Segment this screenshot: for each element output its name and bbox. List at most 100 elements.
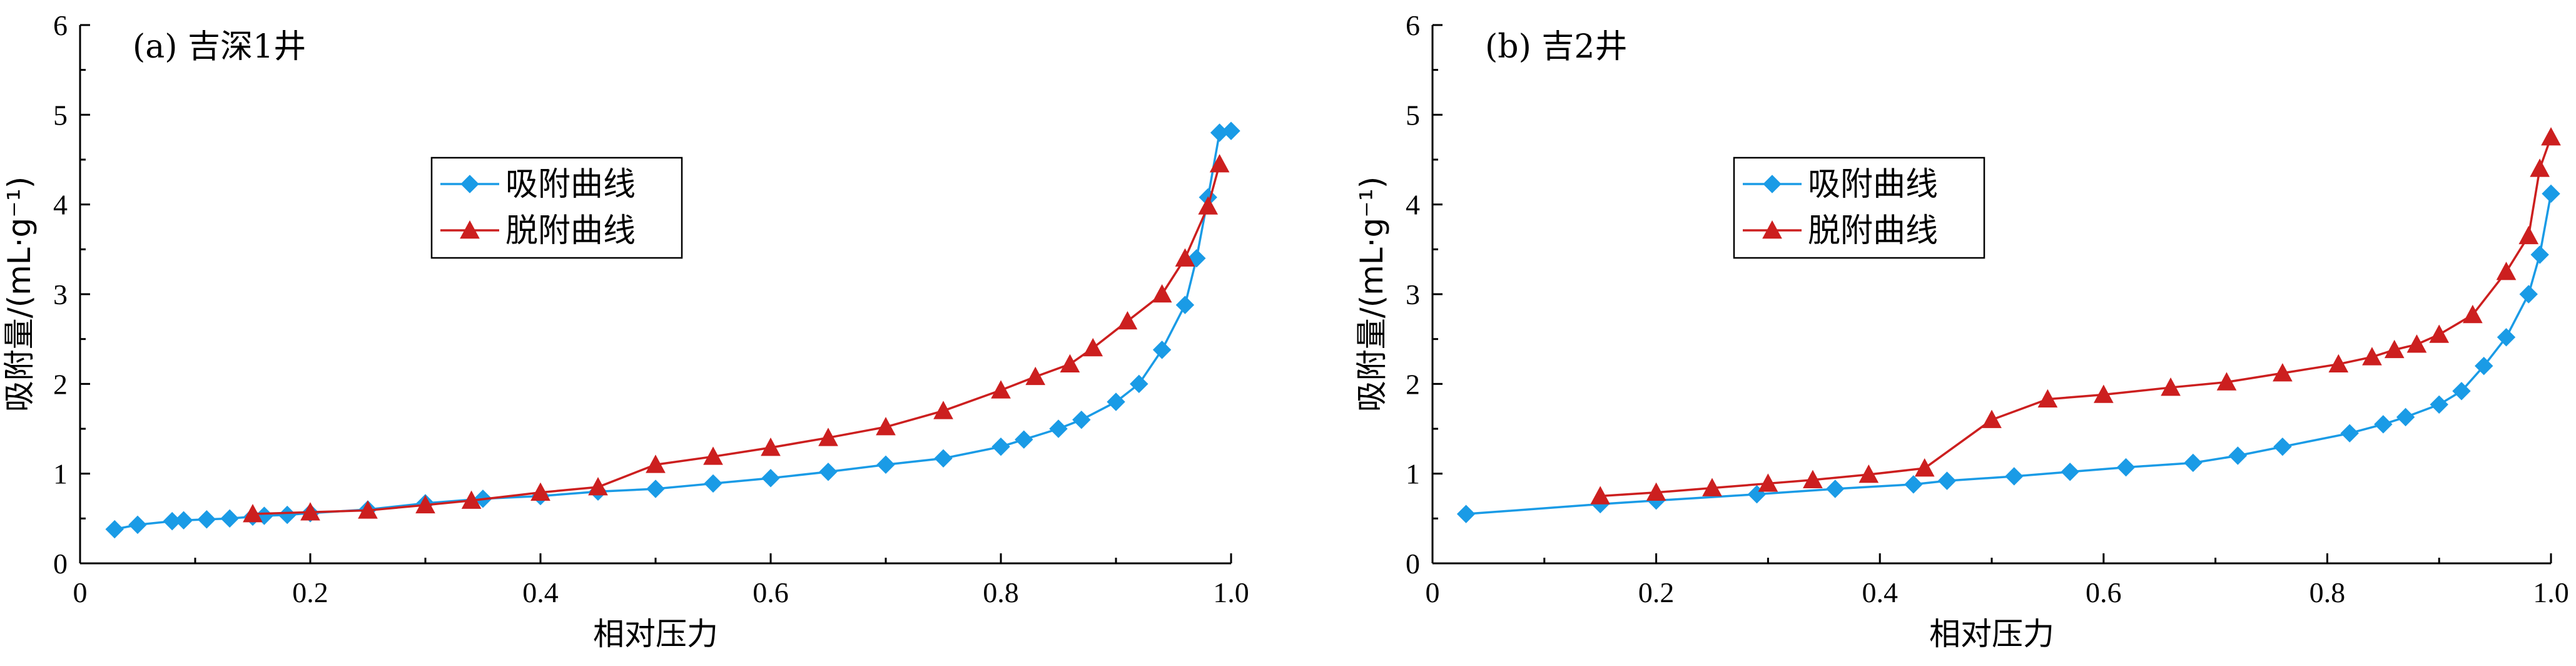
panel-a-series-1-point [703, 446, 723, 465]
panel-b-ytick-label: 4 [1406, 189, 1420, 221]
panel-b-series-1-point [2093, 384, 2114, 403]
panel-b-series-1-point [2530, 158, 2550, 177]
panel-a-series-0 [105, 121, 1240, 539]
panel-a-series-0-point [1222, 121, 1240, 140]
panel-a-xtick-label: 0.6 [753, 576, 789, 608]
panel-b-series-1 [1590, 127, 2561, 505]
panel-a-series-0-point [934, 449, 953, 468]
panel-a-xtick-label: 0 [73, 576, 88, 608]
panel-a-series-1-line [252, 163, 1221, 515]
panel-b-series-0-point [1904, 475, 1923, 494]
panel-b-xtick-label: 0 [1426, 576, 1440, 608]
panel-b-series-1-point [1646, 482, 1666, 501]
panel-a-series-1-point [1060, 354, 1080, 373]
panel-b-ytick-label: 1 [1406, 458, 1420, 490]
panel-a-series-0-point [1130, 374, 1149, 394]
panel-b-xtick-label: 0.8 [2310, 576, 2346, 608]
panel-a-series-1-point [991, 380, 1011, 399]
panel-a-series-0-point [1015, 430, 1033, 449]
panel-b-ytick-label: 5 [1406, 99, 1420, 131]
panel-b-ytick-label: 6 [1406, 9, 1420, 41]
panel-a-ytick-label: 5 [53, 99, 68, 131]
panel-b-series-1-point [1803, 469, 1823, 488]
panel-b-series-1-point [2362, 347, 2382, 366]
panel-a-series-1-point [646, 454, 666, 473]
panel-b-series-1-point [2463, 304, 2483, 324]
panel-a-series-0-point [220, 509, 239, 528]
panel-a-xtick-label: 0.4 [522, 576, 559, 608]
panel-a-series-0-point [1152, 341, 1172, 359]
panel-a-series-0-point [1072, 410, 1091, 429]
panel-a-series-1 [243, 154, 1230, 523]
panel-b-legend-label: 脱附曲线 [1808, 212, 1938, 250]
panel-b-title: (b) 吉2井 [1485, 28, 1627, 66]
panel-a-series-1-point [1117, 310, 1138, 330]
panel-a-series-1-point [300, 502, 320, 521]
panel-a-series-0-point [876, 455, 895, 474]
panel-a-xtick-label: 1.0 [1213, 576, 1249, 608]
panel-b-xtick-label: 0.6 [2086, 576, 2122, 608]
panel-a-series-1-point [1083, 337, 1103, 357]
panel-b-series-0-point [2519, 285, 2538, 304]
panel-b-series-0-point [2542, 184, 2560, 203]
panel-a-series-0-point [991, 437, 1010, 456]
panel-a-series-1-point [415, 494, 435, 514]
panel-b-ylabel: 吸附量/(mL·g⁻¹) [1354, 177, 1390, 412]
panel-a-xlabel: 相对压力 [593, 616, 718, 652]
panel-a-ytick-label: 3 [53, 279, 68, 310]
panel-b-xtick-label: 0.2 [1638, 576, 1675, 608]
panel-b-legend-marker [1763, 175, 1782, 193]
panel-b-series-0-point [2430, 395, 2448, 414]
panel-b-series-1-point [2273, 363, 2293, 382]
panel-b-series-1-point [2496, 262, 2517, 280]
panel-a-series-0-point [646, 479, 665, 498]
panel-b-xtick-label: 1.0 [2533, 576, 2569, 608]
panel-b-series-0-point [2005, 467, 2024, 486]
panel-a-series-1-point [243, 504, 263, 523]
panel-a-series-0-point [174, 511, 193, 530]
panel-b-series-1-point [2406, 334, 2427, 353]
panel-b-series-0-point [2184, 453, 2203, 473]
panel-b-series-1-point [1982, 409, 2002, 428]
panel-a-series-1-point [530, 482, 550, 501]
panel-a-series-1-point [461, 490, 482, 509]
panel-b-series-0-point [2273, 437, 2292, 456]
panel-b-legend-marker [1762, 220, 1782, 239]
panel-b-ytick-label: 3 [1406, 279, 1420, 310]
panel-a-ytick-label: 4 [53, 189, 68, 221]
panel-b-series-0-point [2497, 328, 2516, 347]
panel-a-series-1-point [876, 417, 896, 436]
panel-b-series-0-point [1937, 471, 1957, 490]
panel-a-ytick-label: 1 [53, 458, 68, 490]
panel-b-series-0-point [1456, 505, 1476, 523]
panel-a-series-1-point [1025, 366, 1046, 386]
panel-a-ytick-label: 6 [53, 9, 68, 41]
panel-a-series-0-point [704, 474, 723, 493]
panel-b-series-0-point [1825, 479, 1845, 498]
panel-a-series-1-point [588, 477, 608, 496]
panel-b-series-0-point [2116, 458, 2136, 477]
panel-b-series-0-point [2475, 356, 2493, 376]
panel-a-series-0-point [761, 469, 780, 488]
panel-b-series-0-point [2530, 245, 2549, 264]
panel-a-xtick-label: 0.8 [983, 576, 1019, 608]
panel-a-legend-marker [460, 175, 479, 193]
panel-a-series-0-point [1107, 392, 1125, 411]
panel-b-ytick-label: 0 [1406, 548, 1420, 580]
panel-a-series-0-point [1175, 295, 1195, 314]
panel-b-series-0-point [2374, 415, 2393, 434]
chart-panel-b: (b) 吉2井 相对压力 吸附量/(mL·g⁻¹) 0 1 2 3 4 5 6 0 0.2 0.4… [1354, 9, 2569, 652]
panel-b-series-1-point [1702, 478, 1722, 496]
panel-b-series-1-point [1914, 458, 1935, 477]
panel-b-legend-label: 吸附曲线 [1808, 166, 1938, 203]
panel-a-series-0-point [105, 520, 124, 539]
panel-a-series-0-point [278, 505, 297, 525]
panel-b-ytick-label: 2 [1406, 368, 1420, 400]
panel-b-series-1-point [2429, 324, 2450, 343]
panel-a-series-0-point [819, 463, 838, 481]
panel-a-series-1-point [933, 401, 953, 419]
panel-b-series-0-point [2228, 446, 2248, 465]
